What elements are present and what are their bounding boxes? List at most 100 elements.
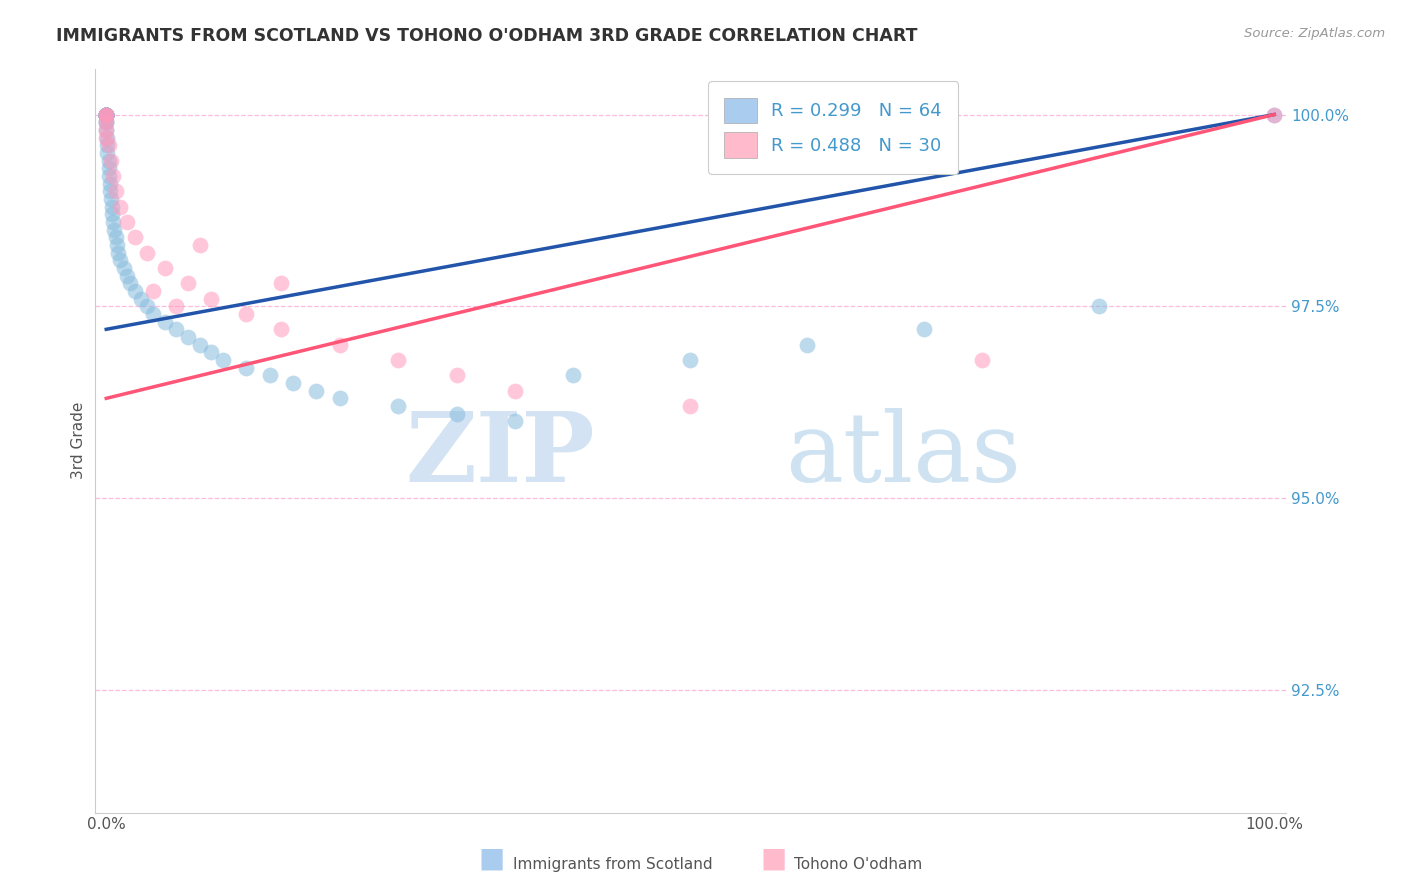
Point <box>96 107 118 121</box>
Text: atlas: atlas <box>786 409 1022 502</box>
Point <box>96 107 118 121</box>
Point <box>96 107 118 121</box>
Text: ■: ■ <box>761 845 786 872</box>
Point <box>96 107 118 121</box>
Point <box>103 222 125 236</box>
Point <box>97 153 120 168</box>
Point <box>104 230 127 244</box>
Point <box>96 107 118 121</box>
Point <box>117 268 139 283</box>
Point <box>270 322 292 336</box>
Point <box>105 238 128 252</box>
Point <box>96 115 118 129</box>
Point <box>679 353 702 368</box>
Point <box>446 407 468 421</box>
Point <box>96 145 118 160</box>
Point <box>110 200 132 214</box>
Point <box>103 169 125 183</box>
Point <box>96 107 118 121</box>
Point <box>100 153 122 168</box>
Point <box>1088 299 1111 313</box>
Point <box>270 277 292 291</box>
Text: Tohono O'odham: Tohono O'odham <box>794 857 922 872</box>
Point <box>305 384 328 398</box>
Point <box>96 107 118 121</box>
Point <box>165 322 187 336</box>
Point <box>679 399 702 413</box>
Point <box>142 307 165 321</box>
Point <box>117 215 139 229</box>
Point <box>124 284 146 298</box>
Point <box>103 215 125 229</box>
Point <box>259 368 281 383</box>
Point <box>96 107 118 121</box>
Point <box>96 107 118 121</box>
Point <box>972 353 994 368</box>
Point <box>124 230 146 244</box>
Point <box>281 376 304 390</box>
Point <box>153 315 176 329</box>
Point <box>98 177 121 191</box>
Point <box>387 399 409 413</box>
Point <box>200 345 222 359</box>
Point <box>96 107 118 121</box>
Point <box>446 368 468 383</box>
Legend: R = 0.299   N = 64, R = 0.488   N = 30: R = 0.299 N = 64, R = 0.488 N = 30 <box>709 81 959 174</box>
Point <box>96 107 118 121</box>
Point <box>97 169 120 183</box>
Point <box>177 277 200 291</box>
Point <box>136 299 159 313</box>
Point <box>96 130 118 145</box>
Point <box>101 207 124 221</box>
Point <box>796 337 818 351</box>
Point <box>101 200 124 214</box>
Point <box>912 322 935 336</box>
Point <box>96 123 118 137</box>
Point <box>96 138 118 153</box>
Point <box>96 107 118 121</box>
Point <box>235 307 257 321</box>
Point <box>96 107 118 121</box>
Point <box>110 253 132 268</box>
Point <box>188 238 211 252</box>
Point <box>96 107 118 121</box>
Point <box>96 107 118 121</box>
Point <box>188 337 211 351</box>
Point <box>329 337 352 351</box>
Point <box>1263 107 1285 121</box>
Point <box>97 138 120 153</box>
Text: IMMIGRANTS FROM SCOTLAND VS TOHONO O'ODHAM 3RD GRADE CORRELATION CHART: IMMIGRANTS FROM SCOTLAND VS TOHONO O'ODH… <box>56 27 918 45</box>
Point <box>96 107 118 121</box>
Point <box>503 414 526 428</box>
Point <box>1263 107 1285 121</box>
Point <box>503 384 526 398</box>
Point <box>107 245 129 260</box>
Point <box>142 284 165 298</box>
Y-axis label: 3rd Grade: 3rd Grade <box>72 401 86 479</box>
Point <box>200 292 222 306</box>
Point <box>153 260 176 275</box>
Point <box>562 368 585 383</box>
Point <box>96 130 118 145</box>
Point <box>97 161 120 176</box>
Point <box>96 123 118 137</box>
Point <box>96 115 118 129</box>
Text: Source: ZipAtlas.com: Source: ZipAtlas.com <box>1244 27 1385 40</box>
Point <box>329 392 352 406</box>
Point <box>212 353 235 368</box>
Point <box>96 107 118 121</box>
Point <box>387 353 409 368</box>
Point <box>177 330 200 344</box>
Text: Immigrants from Scotland: Immigrants from Scotland <box>513 857 713 872</box>
Point <box>98 184 121 198</box>
Point <box>104 184 127 198</box>
Point <box>100 192 122 206</box>
Point <box>235 360 257 375</box>
Point <box>136 245 159 260</box>
Point <box>96 107 118 121</box>
Point <box>165 299 187 313</box>
Point <box>112 260 135 275</box>
Text: ■: ■ <box>479 845 505 872</box>
Point <box>96 107 118 121</box>
Point <box>96 115 118 129</box>
